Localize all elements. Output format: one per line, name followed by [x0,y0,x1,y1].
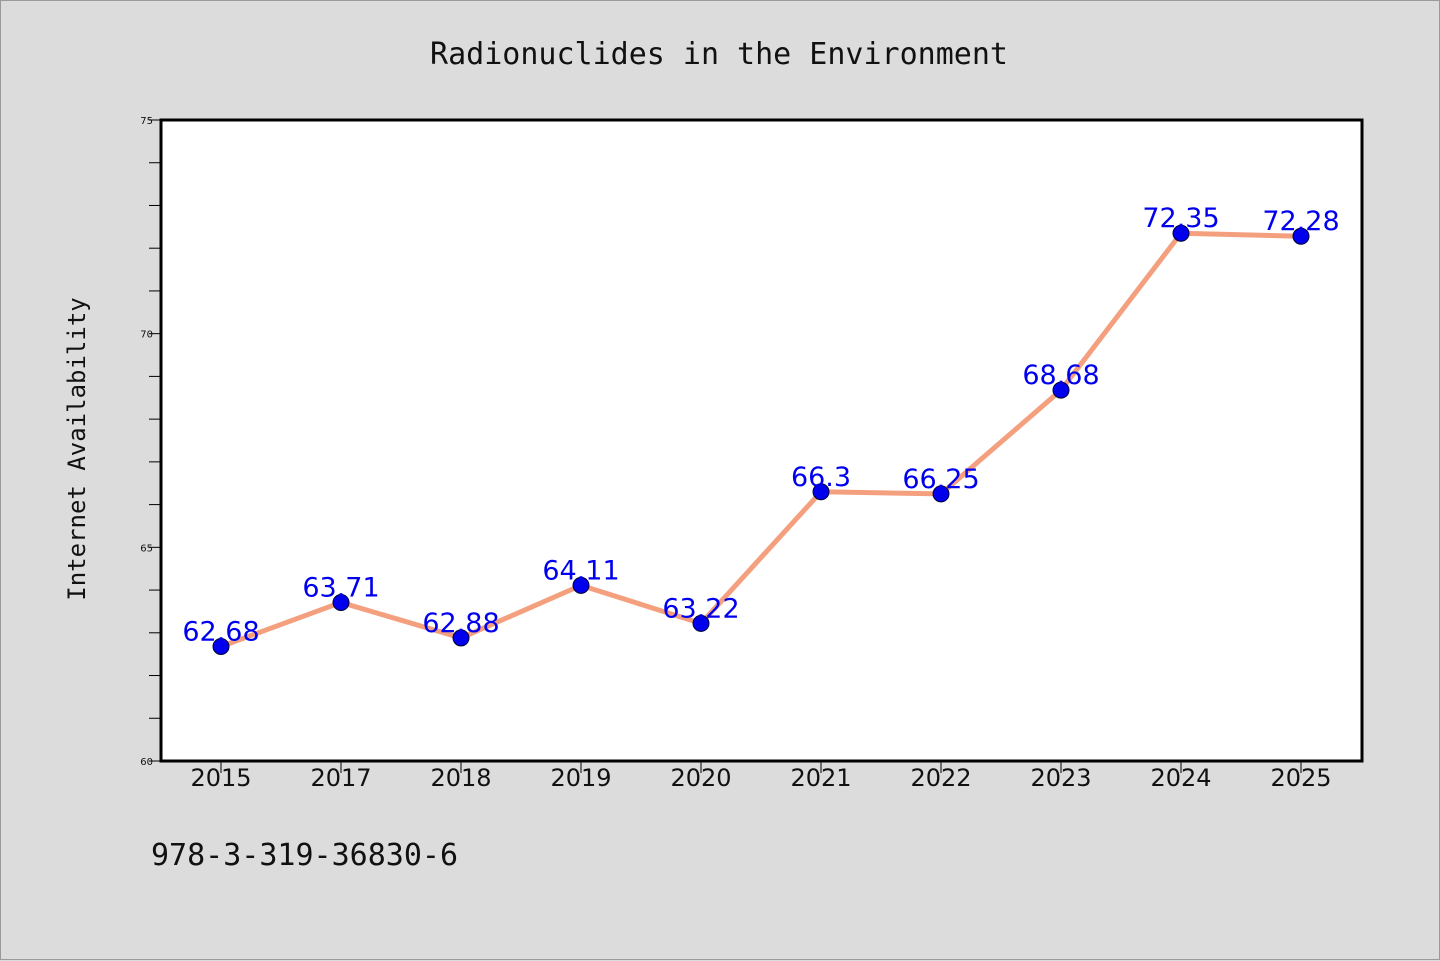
x-tick-label: 2024 [1150,764,1211,792]
y-tick-label: 65 [140,543,153,554]
y-axis-label: Internet Availability [63,297,91,600]
x-tick-label: 2022 [910,764,971,792]
data-label: 68.68 [1022,360,1099,391]
data-label: 72.28 [1262,206,1339,237]
plot-area [159,118,1364,763]
data-point [332,593,350,611]
x-tick-label: 2025 [1270,764,1331,792]
series-line [218,230,1304,649]
x-tick-label: 2018 [430,764,491,792]
x-tick-label: 2019 [550,764,611,792]
y-tick-label: 60 [140,757,153,768]
series-line-group [218,230,1304,649]
data-point [1172,224,1190,242]
y-axis-ticks: 60 65 70 75 [140,116,161,768]
x-tick-label: 2021 [790,764,851,792]
data-point [812,483,830,501]
data-point [932,485,950,503]
x-tick-label: 2015 [190,764,251,792]
data-label: 72.35 [1142,203,1219,234]
data-point [212,637,230,655]
data-point [692,614,710,632]
data-point [1052,381,1070,399]
chart-title: Radionuclides in the Environment [430,37,1008,72]
data-label: 66.25 [902,464,979,495]
data-label: 63.71 [302,572,379,603]
data-point [452,629,470,647]
y-tick-label: 75 [140,116,153,127]
data-point [1292,227,1310,245]
y-tick-label: 70 [140,330,153,341]
data-labels: 62.68 63.71 62.88 64.11 63.22 66.3 66.25 68.68 7… [182,203,1339,647]
data-label: 62.68 [182,616,259,647]
data-label: 63.22 [662,593,739,624]
data-points [212,224,1310,655]
isbn-footer: 978-3-319-36830-6 [151,838,458,873]
data-label: 66.3 [791,462,851,493]
data-label: 64.11 [542,555,619,586]
x-tick-label: 2017 [310,764,371,792]
x-tick-label: 2020 [670,764,731,792]
data-point [572,576,590,594]
x-axis-ticks: 2015 2017 2018 2019 2020 2021 2022 2023 2024 2025 [190,761,1332,792]
data-label: 62.88 [422,608,499,639]
x-tick-label: 2023 [1030,764,1091,792]
